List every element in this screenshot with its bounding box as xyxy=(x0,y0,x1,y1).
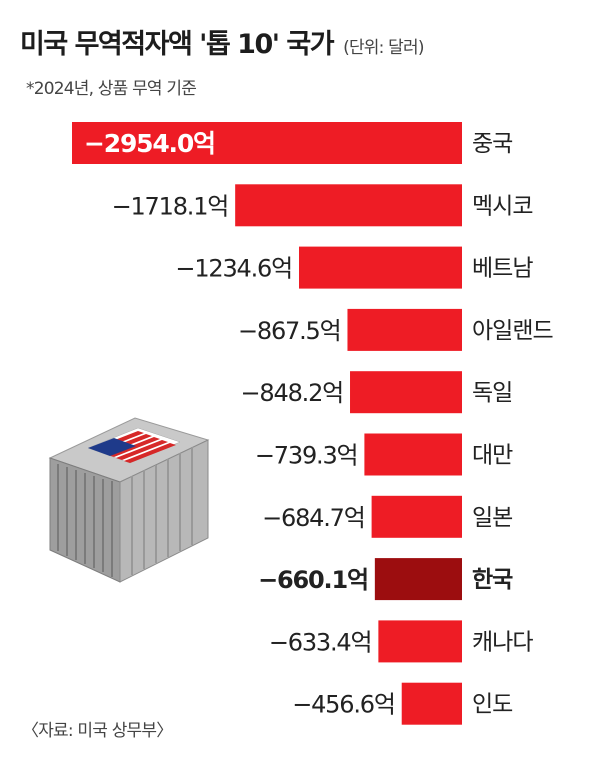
bar-10 xyxy=(401,682,462,725)
footnote: *2024년, 상품 무역 기준 xyxy=(26,79,197,99)
value-label-7: −684.7억 xyxy=(262,504,365,532)
category-label-8: 한국 xyxy=(472,567,513,593)
shipping-container-icon xyxy=(48,417,210,583)
category-label-1: 중국 xyxy=(472,131,512,157)
bar-2 xyxy=(235,184,462,227)
value-label-1: −2954.0억 xyxy=(84,129,215,158)
unit-label: (단위: 달러) xyxy=(343,38,424,58)
value-label-4: −867.5억 xyxy=(238,317,341,345)
chart-title: 미국 무역적자액 '톱 10' 국가 xyxy=(20,29,335,60)
value-label-5: −848.2억 xyxy=(241,379,344,407)
category-label-4: 아일랜드 xyxy=(472,318,553,344)
category-label-10: 인도 xyxy=(472,692,512,718)
category-label-6: 대만 xyxy=(472,443,513,469)
category-label-5: 독일 xyxy=(472,380,512,406)
us-flag-icon xyxy=(87,427,181,464)
bar-5 xyxy=(350,371,462,414)
category-label-7: 일본 xyxy=(472,505,512,531)
title-row: 미국 무역적자액 '톱 10' 국가 (단위: 달러) xyxy=(20,22,590,62)
bar-1 xyxy=(72,122,462,164)
category-label-2: 멕시코 xyxy=(472,193,532,219)
bar-6 xyxy=(364,433,462,476)
value-label-8: −660.1억 xyxy=(258,566,368,594)
source-note: 〈자료: 미국 상무부〉 xyxy=(22,721,173,741)
container-right-face xyxy=(119,439,209,583)
value-label-2: −1718.1억 xyxy=(112,192,229,220)
category-label-9: 캐나다 xyxy=(472,629,533,655)
bar-3 xyxy=(299,246,462,289)
bar-9 xyxy=(378,620,462,663)
container-ribs-right xyxy=(131,447,193,575)
category-label-3: 베트남 xyxy=(472,256,533,282)
bar-8 xyxy=(374,558,462,601)
value-label-10: −456.6억 xyxy=(292,691,395,719)
value-label-3: −1234.6억 xyxy=(175,255,292,283)
bar-7 xyxy=(371,495,462,538)
value-label-9: −633.4억 xyxy=(269,628,372,656)
container-ribs-left xyxy=(57,464,113,577)
value-label-6: −739.3억 xyxy=(255,442,358,470)
bar-4 xyxy=(347,308,462,351)
